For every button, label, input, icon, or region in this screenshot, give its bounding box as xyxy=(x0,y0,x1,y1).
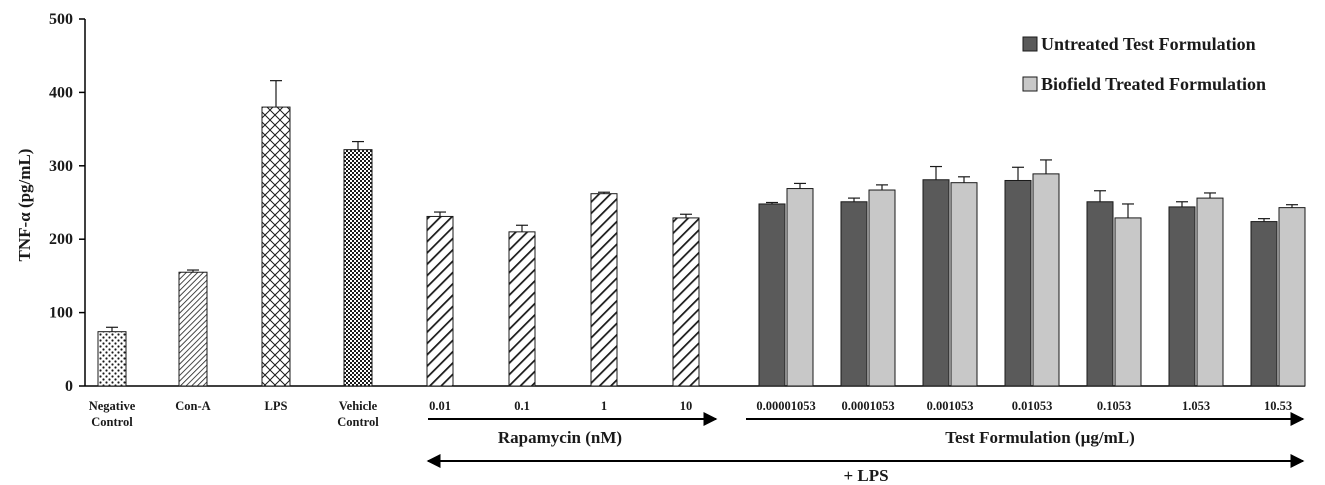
control-label-0: Negative Control xyxy=(89,399,136,429)
rapamycin-bar-1 xyxy=(508,231,536,387)
error-bars xyxy=(106,80,1298,332)
rapamycin-bar-2 xyxy=(590,193,618,387)
formulation-bar-4-1-error-bar xyxy=(1122,203,1134,218)
formulation-bar-2-0 xyxy=(922,179,950,387)
lps-group-label: + LPS xyxy=(843,466,888,485)
formulation-label-6: 10.53 xyxy=(1264,399,1292,413)
formulation-bar-4-0-error-bar xyxy=(1094,190,1106,202)
formulation-label-2: 0.001053 xyxy=(927,399,974,413)
legend: Untreated Test Formulation Biofield Trea… xyxy=(1022,34,1266,94)
formulation-bar-6-1-error-bar xyxy=(1286,204,1298,208)
formulation-bar-1-0 xyxy=(840,201,868,387)
y-tick-label: 400 xyxy=(49,84,73,101)
rapamycin-bar-2-error-bar xyxy=(598,191,610,194)
formulation-bar-2-1-error-bar xyxy=(958,176,970,183)
y-tick-label: 200 xyxy=(49,231,73,248)
test-formulation-group-label: Test Formulation (µg/mL) xyxy=(945,428,1135,447)
formulation-label-0: 0.00001053 xyxy=(756,399,815,413)
formulation-bar-6-0-error-bar xyxy=(1258,218,1270,222)
formulation-bar-4-0 xyxy=(1086,201,1114,387)
rapamycin-bar-0 xyxy=(426,215,454,387)
rapamycin-label-0: 0.01 xyxy=(429,399,451,413)
y-axis-label: TNF-α (pg/mL) xyxy=(15,149,34,262)
formulation-bar-5-0-error-bar xyxy=(1176,201,1188,207)
rapamycin-label-2: 1 xyxy=(601,399,607,413)
control-bar-1-error-bar xyxy=(187,269,199,273)
formulation-label-3: 0.01053 xyxy=(1012,399,1053,413)
formulation-bar-0-1-error-bar xyxy=(794,182,806,189)
formulation-bar-1-1 xyxy=(868,189,896,387)
rapamycin-group-label: Rapamycin (nM) xyxy=(498,428,622,447)
control-label-1: Con-A xyxy=(175,399,210,413)
formulation-bar-2-0-error-bar xyxy=(930,165,942,180)
formulation-bar-6-1 xyxy=(1278,207,1306,387)
y-tick-label: 100 xyxy=(49,305,73,322)
formulation-label-4: 0.1053 xyxy=(1097,399,1131,413)
formulation-bar-6-0 xyxy=(1250,221,1278,387)
formulation-label-1: 0.0001053 xyxy=(841,399,894,413)
bars xyxy=(97,106,1306,387)
control-label-3: Vehicle Control xyxy=(337,399,379,429)
formulation-bar-0-0-error-bar xyxy=(766,201,778,204)
rapamycin-label-3: 10 xyxy=(680,399,693,413)
control-label-2: LPS xyxy=(265,399,288,413)
rapamycin-bar-0-error-bar xyxy=(434,211,446,217)
legend-swatch-untreated xyxy=(1022,36,1038,52)
category-labels: Negative Control Con-A LPS Vehicle Control 0.0… xyxy=(89,399,1292,429)
formulation-bar-4-1 xyxy=(1114,217,1142,387)
formulation-bar-3-1 xyxy=(1032,173,1060,387)
control-bar-0-error-bar xyxy=(106,326,118,332)
y-tick-label: 0 xyxy=(65,378,73,395)
control-bar-2 xyxy=(261,106,291,387)
control-bar-3-error-bar xyxy=(352,140,364,150)
legend-swatch-biofield xyxy=(1022,76,1038,92)
formulation-bar-3-1-error-bar xyxy=(1040,159,1052,174)
group-annotations: Rapamycin (nM) Test Formulation (µg/mL) … xyxy=(426,412,1305,485)
formulation-bar-2-1 xyxy=(950,182,978,387)
formulation-bar-1-1-error-bar xyxy=(876,184,888,191)
formulation-bar-5-1 xyxy=(1196,197,1224,387)
formulation-bar-0-1 xyxy=(786,188,814,387)
legend-label-biofield: Biofield Treated Formulation xyxy=(1041,74,1266,94)
legend-label-untreated: Untreated Test Formulation xyxy=(1041,34,1256,54)
rapamycin-label-1: 0.1 xyxy=(514,399,530,413)
formulation-bar-5-0 xyxy=(1168,206,1196,387)
control-bar-1 xyxy=(178,271,208,387)
formulation-bar-0-0 xyxy=(758,203,786,387)
control-bar-2-error-bar xyxy=(270,80,282,108)
control-bar-0 xyxy=(97,331,127,387)
control-bar-3 xyxy=(343,149,373,387)
rapamycin-bar-1-error-bar xyxy=(516,224,528,232)
formulation-bar-5-1-error-bar xyxy=(1204,192,1216,199)
formulation-label-5: 1.053 xyxy=(1182,399,1210,413)
rapamycin-bar-3-error-bar xyxy=(680,213,692,218)
formulation-bar-1-0-error-bar xyxy=(848,197,860,202)
formulation-bar-3-0 xyxy=(1004,179,1032,387)
formulation-bar-3-0-error-bar xyxy=(1012,166,1024,181)
y-axis: 0 100 200 300 400 500 xyxy=(49,11,86,395)
rapamycin-bar-3 xyxy=(672,217,700,387)
y-tick-label: 300 xyxy=(49,158,73,175)
y-tick-label: 500 xyxy=(49,11,73,28)
